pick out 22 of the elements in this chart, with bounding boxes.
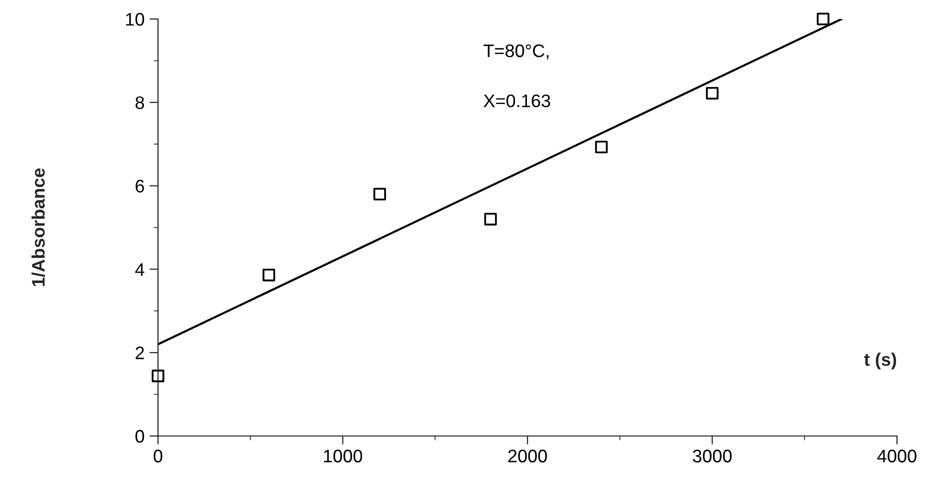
- point: [816, 12, 830, 26]
- point: [152, 370, 164, 382]
- x-tick-label: 4000: [877, 450, 916, 462]
- x-axis-title: t (s): [864, 352, 896, 370]
- x-tick-label: 0: [154, 450, 162, 462]
- x-tick-label: 1000: [324, 450, 362, 462]
- x-tick-label: 2000: [508, 450, 547, 462]
- annotation: X=0.163: [484, 94, 550, 108]
- point: [373, 188, 386, 200]
- point: [706, 86, 719, 100]
- y-tick-label: 6: [136, 180, 144, 193]
- y-tick-label: 2: [136, 346, 144, 360]
- y-tick-label: 8: [136, 96, 144, 110]
- point: [595, 140, 608, 154]
- x-tick-label: 3000: [692, 450, 732, 462]
- point: [484, 212, 497, 226]
- y-tick-label: 4: [135, 263, 144, 276]
- annotation: T=80°C,: [484, 44, 548, 60]
- y-axis-title: 1/Absorbance: [32, 168, 45, 286]
- y-tick-label: 0: [135, 430, 144, 443]
- y-tick-label: 10: [126, 12, 144, 26]
- point: [262, 268, 276, 282]
